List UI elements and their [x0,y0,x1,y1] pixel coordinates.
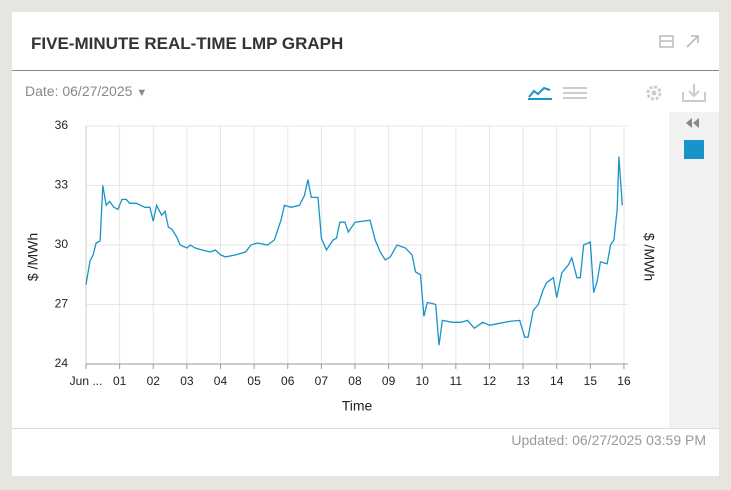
settings-icon[interactable] [646,85,662,101]
x-tick-label: Jun ... [70,374,103,388]
x-tick-label: 03 [180,374,194,388]
x-tick-label: 05 [247,374,261,388]
table-view-icon[interactable] [563,87,587,99]
legend-strip [669,112,719,428]
graph-view-icon[interactable] [528,86,552,100]
legend-swatch[interactable] [684,140,704,159]
y-tick-label: 27 [55,297,69,311]
updated-timestamp: Updated: 06/27/2025 03:59 PM [511,432,706,448]
x-tick-label: 13 [516,374,530,388]
y-tick-label: 24 [55,356,69,370]
x-tick-label: 02 [147,374,161,388]
x-tick-label: 07 [315,374,329,388]
y-tick-label: 33 [55,178,69,192]
x-tick-label: 12 [483,374,497,388]
x-tick-label: 14 [550,374,564,388]
download-icon[interactable] [682,84,706,102]
y-tick-label: 36 [55,118,69,132]
x-tick-label: 11 [450,374,463,388]
price-line [85,156,623,346]
toolbar-icons [528,84,706,102]
legend-icons [684,118,704,159]
widget-panel: FIVE-MINUTE REAL-TIME LMP GRAPH Date: 06… [12,12,719,476]
y-axis-label: $ /MWh [25,233,41,281]
popout-icon[interactable] [686,35,699,48]
date-dropdown[interactable]: Date: 06/27/2025 ▼ [25,83,147,99]
x-tick-label: 04 [214,374,228,388]
x-tick-label: 01 [113,374,127,388]
date-label: Date: 06/27/2025 [25,83,133,99]
widget-title: FIVE-MINUTE REAL-TIME LMP GRAPH [31,34,344,53]
y2-axis-label: $ /MWh [641,233,657,281]
collapse-legend-icon[interactable] [686,118,699,128]
dropdown-arrow: ▼ [136,87,148,99]
x-tick-label: 06 [281,374,295,388]
minimize-icon[interactable] [659,35,674,48]
x-tick-label: 09 [382,374,396,388]
x-tick-label: 08 [348,374,362,388]
header-divider [12,70,719,71]
footer-divider [12,428,719,429]
chart: $ /MWh $ /MWh Time 24 27 30 33 36 Jun ... 01 02… [25,118,658,414]
header-icons [659,35,699,48]
x-tick-label: 15 [584,374,598,388]
x-tick-label: 10 [416,374,430,388]
x-tick-label: 16 [617,374,631,388]
y-tick-label: 30 [55,237,69,251]
x-axis-label: Time [342,398,373,414]
